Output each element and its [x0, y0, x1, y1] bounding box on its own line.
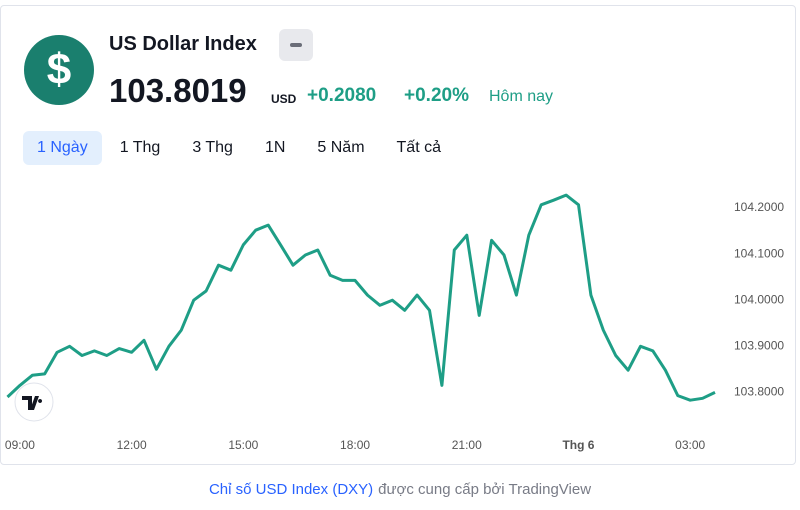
range-tabs: 1 Ngày 1 Thg 3 Thg 1N 5 Năm Tất cả [23, 131, 455, 165]
x-tick-label: 09:00 [5, 438, 35, 452]
y-tick-label: 104.1000 [734, 246, 784, 260]
currency: USD [271, 92, 297, 106]
x-tick-label: Thg 6 [562, 438, 594, 452]
period: Hôm nay [489, 88, 554, 105]
x-tick-label: 12:00 [117, 438, 147, 452]
change-percent: +0.20% [404, 85, 469, 106]
x-tick-label: 15:00 [228, 438, 258, 452]
tv-logo [14, 382, 54, 422]
footer: Chỉ số USD Index (DXY) được cung cấp bởi … [0, 481, 800, 498]
y-tick-label: 103.9000 [734, 338, 784, 352]
change: +0.2080 [307, 85, 377, 106]
badge[interactable] [279, 29, 313, 61]
chart: 103.8000 103.9000 104.0000 104.1000 104.2000… [5, 193, 784, 452]
title: US Dollar Index [109, 33, 257, 55]
y-tick-label: 104.2000 [734, 200, 784, 214]
range-tab[interactable]: 1 Thg [119, 139, 161, 156]
range-tab[interactable]: 5 Năm [317, 139, 365, 156]
widget-card [0, 5, 796, 465]
dollar-icon: $ [24, 35, 94, 105]
source-link[interactable]: Chỉ số USD Index (DXY) [208, 481, 374, 498]
range-tab[interactable]: 3 Thg [192, 139, 233, 156]
range-tab[interactable]: 1N [264, 139, 286, 156]
x-tick-label: 03:00 [675, 438, 705, 452]
y-tick-label: 103.8000 [734, 385, 784, 399]
x-tick-label: 21:00 [452, 438, 482, 452]
range-tab[interactable]: 1 Ngày [23, 131, 102, 165]
x-tick-label: 18:00 [340, 438, 370, 452]
range-tab[interactable]: Tất cả [396, 139, 441, 156]
source-text: được cung cấp bởi TradingView [378, 481, 592, 498]
price-line [6, 193, 716, 402]
price: 103.8019 [109, 72, 247, 109]
y-tick-label: 104.0000 [734, 292, 784, 306]
